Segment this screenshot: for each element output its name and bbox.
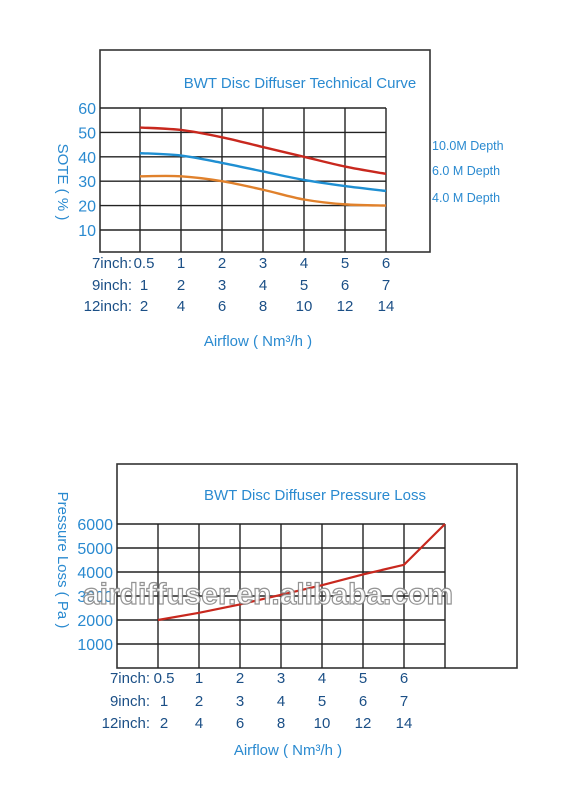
chart-title: BWT Disc Diffuser Technical Curve xyxy=(184,75,417,92)
x-tick-label: 4 xyxy=(300,255,308,272)
series-labels: 10.0M Depth 6.0 M Depth 4.0 M Depth xyxy=(432,139,504,205)
series-line-3 xyxy=(139,174,387,207)
x-axis-label: Airflow ( Nm³/h ) xyxy=(204,333,312,350)
x-tick-label: 4 xyxy=(277,693,285,710)
x-row-label: 9inch: xyxy=(92,277,132,294)
chart-frame xyxy=(116,463,518,669)
x-tick-label: 1 xyxy=(177,255,185,272)
x-row-label: 12inch: xyxy=(84,298,132,315)
x-tick-label: 10 xyxy=(314,715,331,732)
x-tick-label: 12 xyxy=(337,298,354,315)
x-tick-label: 0.5 xyxy=(134,255,155,272)
series-line-1 xyxy=(139,126,387,176)
technical-curve-chart: BWT Disc Diffuser Technical Curve 605040… xyxy=(54,49,504,350)
y-axis-label: Pressure Loss ( Pa ) xyxy=(54,492,71,629)
y-tick-label: 30 xyxy=(78,174,96,191)
x-tick-label: 12 xyxy=(355,715,372,732)
y-tick-label: 60 xyxy=(78,101,96,118)
y-tick-label: 40 xyxy=(78,150,96,167)
y-tick-label: 50 xyxy=(78,125,96,142)
x-tick-label: 3 xyxy=(236,693,244,710)
x-tick-label: 5 xyxy=(341,255,349,272)
x-tick-label: 8 xyxy=(277,715,285,732)
x-tick-label: 0.5 xyxy=(154,670,175,687)
series-line-1 xyxy=(157,523,446,622)
x-tick-label: 2 xyxy=(218,255,226,272)
x-tick-label: 6 xyxy=(218,298,226,315)
y-tick-label: 10 xyxy=(78,223,96,240)
x-tick-label: 5 xyxy=(318,693,326,710)
x-tick-label: 6 xyxy=(359,693,367,710)
y-axis-label: SOTE ( % ) xyxy=(54,144,71,221)
y-tick-label: 6000 xyxy=(77,517,113,534)
x-tick-label: 8 xyxy=(259,298,267,315)
x-tick-label: 4 xyxy=(318,670,326,687)
y-tick-label: 4000 xyxy=(77,565,113,582)
x-tick-label: 1 xyxy=(195,670,203,687)
series-line-2 xyxy=(139,151,387,193)
y-tick-label: 2000 xyxy=(77,613,113,630)
x-tick-label: 2 xyxy=(160,715,168,732)
x-tick-label: 2 xyxy=(177,277,185,294)
y-tick-label: 3000 xyxy=(77,589,113,606)
x-tick-label: 14 xyxy=(396,715,413,732)
chart-title: BWT Disc Diffuser Pressure Loss xyxy=(204,487,426,504)
x-tick-label: 4 xyxy=(259,277,267,294)
y-tick-label: 20 xyxy=(78,199,96,216)
chart-series xyxy=(157,523,446,622)
x-tick-label: 14 xyxy=(378,298,395,315)
chart-frame xyxy=(99,49,431,253)
x-row-label: 7inch: xyxy=(92,255,132,272)
x-tick-label: 5 xyxy=(300,277,308,294)
x-tick-label: 2 xyxy=(195,693,203,710)
x-tick-label: 10 xyxy=(296,298,313,315)
chart-grid xyxy=(117,523,446,668)
y-tick-labels: 6000 5000 4000 3000 2000 1000 xyxy=(77,517,113,654)
x-tick-label: 2 xyxy=(236,670,244,687)
y-tick-labels: 60 50 40 30 20 10 xyxy=(78,101,96,240)
x-tick-label: 6 xyxy=(236,715,244,732)
x-tick-label: 4 xyxy=(177,298,185,315)
chart-series xyxy=(139,126,387,207)
x-tick-label: 2 xyxy=(140,298,148,315)
y-tick-label: 1000 xyxy=(77,637,113,654)
series-label: 4.0 M Depth xyxy=(432,191,500,205)
x-tick-label: 6 xyxy=(400,670,408,687)
x-tick-label: 7 xyxy=(382,277,390,294)
x-tick-label: 5 xyxy=(359,670,367,687)
chart-grid xyxy=(100,107,387,252)
x-row-label: 9inch: xyxy=(110,693,150,710)
x-tick-label: 1 xyxy=(160,693,168,710)
x-tick-label: 6 xyxy=(382,255,390,272)
pressure-loss-chart: BWT Disc Diffuser Pressure Loss 6000 5000… xyxy=(54,463,518,759)
x-tick-label: 3 xyxy=(277,670,285,687)
x-tick-label: 3 xyxy=(218,277,226,294)
series-label: 6.0 M Depth xyxy=(432,164,500,178)
series-label: 10.0M Depth xyxy=(432,139,504,153)
watermark-text: airdiffuser.en.alibaba.com xyxy=(83,578,453,611)
y-tick-label: 5000 xyxy=(77,541,113,558)
x-row-label: 7inch: xyxy=(110,670,150,687)
x-row-label: 12inch: xyxy=(102,715,150,732)
x-tick-label: 4 xyxy=(195,715,203,732)
x-axis-label: Airflow ( Nm³/h ) xyxy=(234,742,342,759)
x-tick-label: 1 xyxy=(140,277,148,294)
x-tick-label: 6 xyxy=(341,277,349,294)
x-tick-label: 3 xyxy=(259,255,267,272)
x-tick-label: 7 xyxy=(400,693,408,710)
